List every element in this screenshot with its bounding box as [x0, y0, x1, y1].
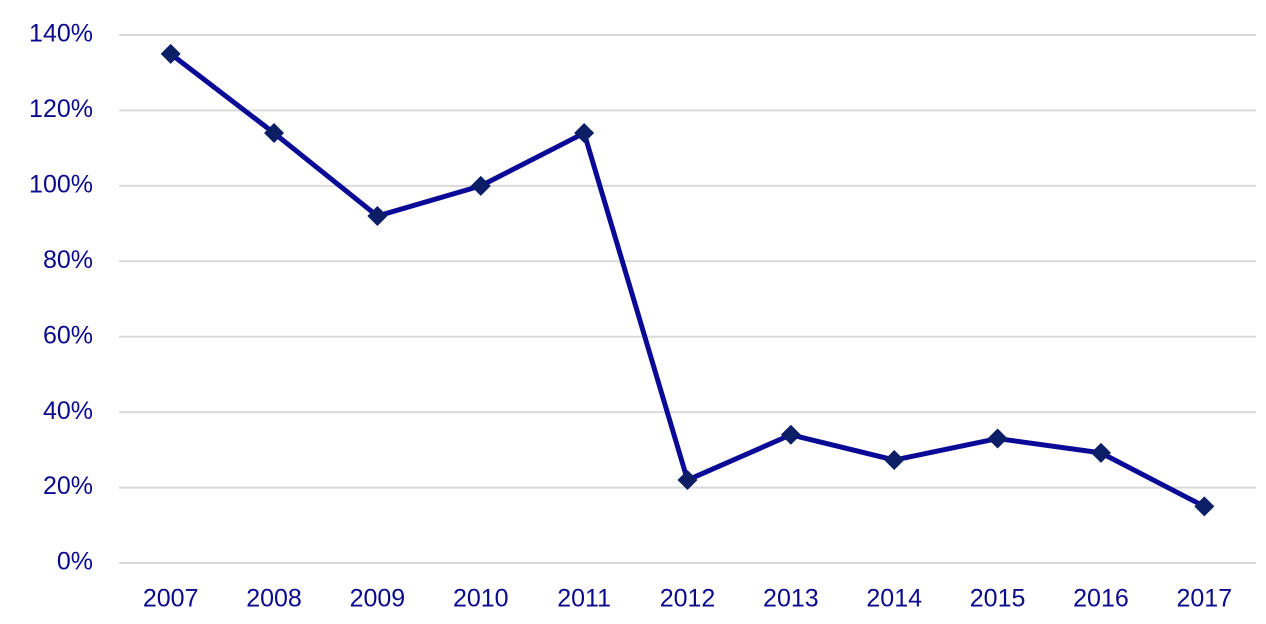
marker	[574, 123, 595, 144]
marker	[780, 424, 801, 445]
marker	[1090, 442, 1111, 463]
y-tick-label: 80%	[43, 246, 93, 274]
x-tick-label: 2015	[970, 585, 1026, 613]
y-tick-label: 20%	[43, 472, 93, 500]
marker	[470, 175, 491, 196]
marker	[264, 123, 285, 144]
x-tick-label: 2007	[143, 585, 199, 613]
marker	[1194, 496, 1215, 517]
x-tick-label: 2010	[453, 585, 509, 613]
x-tick-label: 2013	[763, 585, 819, 613]
y-tick-label: 120%	[29, 95, 93, 123]
marker	[884, 450, 905, 471]
marker	[987, 428, 1008, 449]
x-tick-label: 2009	[350, 585, 406, 613]
marker	[367, 206, 388, 227]
marker	[160, 43, 181, 64]
y-tick-label: 40%	[43, 397, 93, 425]
x-tick-label: 2011	[557, 585, 611, 613]
y-tick-label: 60%	[43, 321, 93, 349]
y-tick-label: 100%	[29, 170, 93, 198]
marker	[677, 470, 698, 491]
line	[169, 51, 1206, 509]
y-tick-label: 0%	[57, 548, 93, 576]
x-tick-label: 2017	[1177, 585, 1233, 613]
x-tick-label: 2014	[866, 585, 922, 613]
y-tick-label: 140%	[29, 20, 93, 48]
x-tick-label: 2012	[660, 585, 716, 613]
x-tick-label: 2016	[1073, 585, 1129, 613]
x-tick-label: 2008	[246, 585, 302, 613]
